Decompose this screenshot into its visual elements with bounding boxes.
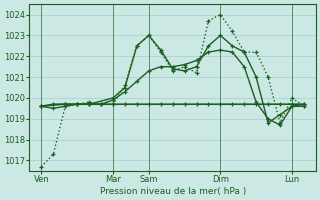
X-axis label: Pression niveau de la mer( hPa ): Pression niveau de la mer( hPa )	[100, 187, 246, 196]
